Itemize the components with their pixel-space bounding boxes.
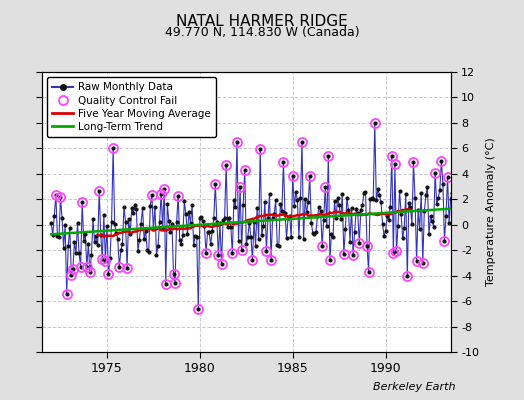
- Y-axis label: Temperature Anomaly (°C): Temperature Anomaly (°C): [486, 138, 496, 286]
- Text: 49.770 N, 114.830 W (Canada): 49.770 N, 114.830 W (Canada): [165, 26, 359, 39]
- Legend: Raw Monthly Data, Quality Control Fail, Five Year Moving Average, Long-Term Tren: Raw Monthly Data, Quality Control Fail, …: [47, 77, 216, 137]
- Text: Berkeley Earth: Berkeley Earth: [374, 382, 456, 392]
- Text: NATAL HARMER RIDGE: NATAL HARMER RIDGE: [176, 14, 348, 29]
